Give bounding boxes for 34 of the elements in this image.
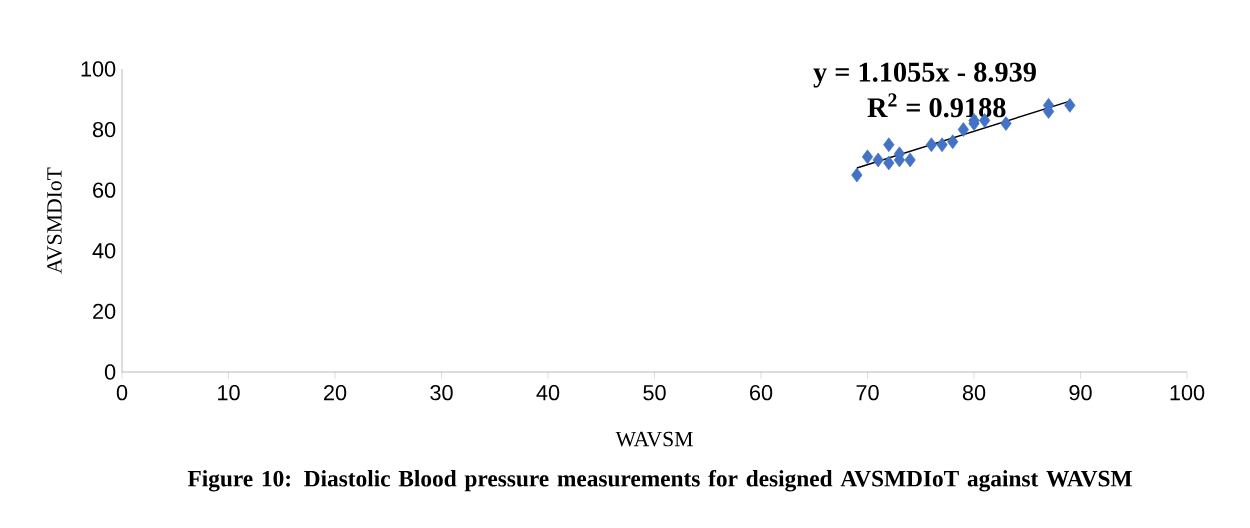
- point: [851, 167, 863, 183]
- x-axis-title: WAVSM: [615, 431, 693, 447]
- x-tick-label: 40: [536, 385, 560, 401]
- point: [925, 137, 937, 153]
- point: [861, 149, 874, 165]
- y-axis-title: AVSMDIoT: [47, 167, 62, 274]
- x-tick-label: 100: [1170, 385, 1205, 401]
- point: [883, 137, 895, 153]
- annotation: y = 1.1055x - 8.939: [813, 62, 1036, 88]
- x-tick-label: 50: [643, 385, 666, 401]
- caption: Figure 10: Diastolic Blood pressure measurements for designed AVSMDIoT against WAVSM: [187, 469, 1132, 492]
- point: [957, 122, 969, 137]
- x-tick-label: 60: [750, 385, 773, 401]
- x-tick-label: 20: [324, 385, 347, 401]
- annotation: R$^{2}$ = 0.9188: [867, 93, 1006, 118]
- x-tick-label: 10: [218, 385, 240, 401]
- y-tick-label: 20: [93, 303, 116, 320]
- y-tick-label: 100: [81, 61, 116, 77]
- x-tick-label: 30: [430, 385, 453, 401]
- point: [947, 134, 959, 150]
- y-tick-label: 40: [92, 243, 116, 259]
- point: [872, 152, 884, 168]
- point: [1064, 98, 1076, 113]
- point: [883, 155, 895, 171]
- y-tick-label: 60: [93, 182, 116, 198]
- x-tick-label: 80: [962, 385, 986, 401]
- point: [904, 152, 916, 168]
- x-tick-label: 0: [116, 385, 128, 401]
- x-tick-label: 90: [1069, 385, 1092, 401]
- point: [936, 137, 948, 153]
- y-tick-label: 0: [104, 364, 116, 380]
- x-tick-label: 70: [856, 385, 879, 401]
- point: [1000, 116, 1012, 131]
- y-tick-label: 80: [92, 121, 116, 138]
